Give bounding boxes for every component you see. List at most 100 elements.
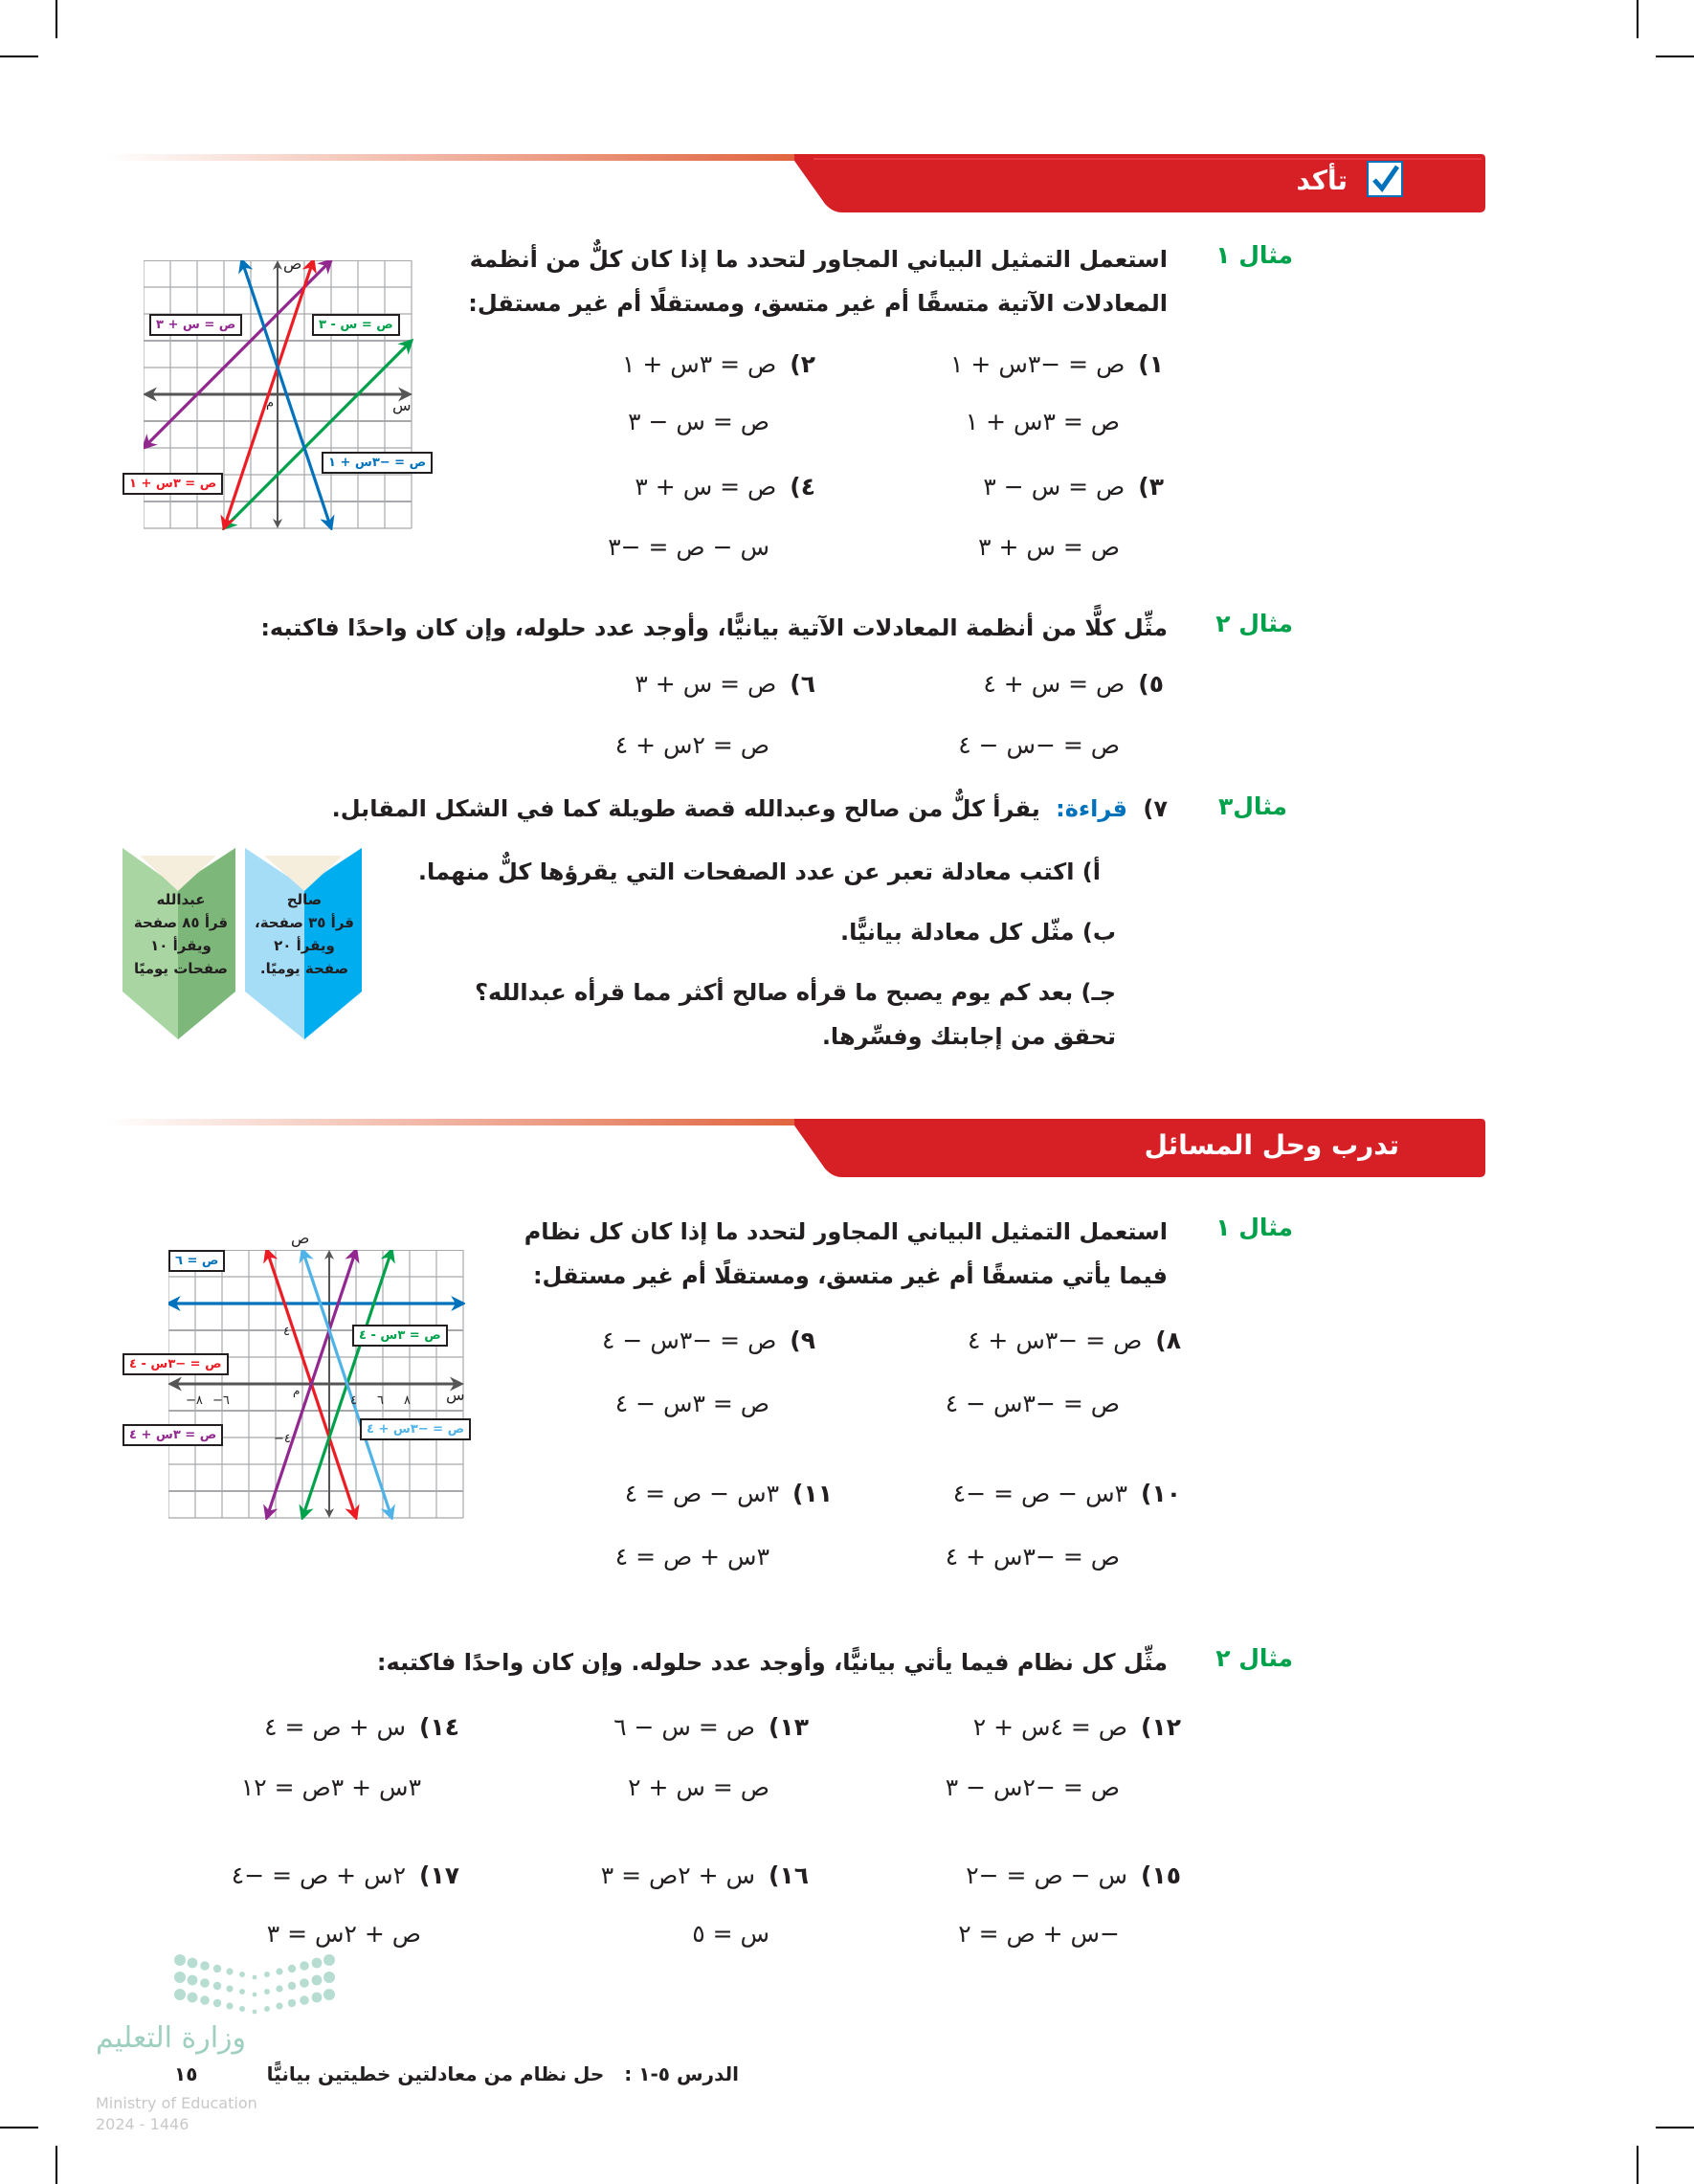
logo-dot <box>276 1968 283 1975</box>
part-b: ب) مثّل كل معادلة بيانيًّا. <box>839 919 1116 946</box>
x-tick: −٦ <box>212 1393 230 1408</box>
section-header-bar <box>105 1119 1485 1177</box>
problem-11-eq1: ١١)٣س − ص = ٤ <box>624 1480 833 1507</box>
page-number: ١٥ <box>174 2062 198 2085</box>
problem-10-eq2: ص = −٣س + ٤ <box>945 1543 1120 1571</box>
question-prompt: استعمل التمثيل البياني المجاور لتحدد ما … <box>468 246 1168 317</box>
part-c: جـ) بعد كم يوم يصبح ما قرأه صالح أكثر مم… <box>475 979 1116 1050</box>
logo-dot <box>300 1961 309 1971</box>
graph-2: ص س م −٨ −٦ ٤ ٦ ٨ ٤ −٤ ص = ٦ ص = ٣س - ٤ … <box>123 1229 472 1520</box>
example-label: مثال٣ <box>1217 792 1287 820</box>
example-label: مثال ٢ <box>1215 1644 1293 1672</box>
section-title-practice: تدرب وحل المسائل <box>1144 1129 1399 1161</box>
problem-13-eq2: ص = س + ٢ <box>628 1773 769 1801</box>
problem-12-eq1: ١٢)ص = ٤س + ٢ <box>972 1713 1181 1741</box>
book-saleh: صالح قرأ ٣٥ صفحة، ويقرأ ٢٠ صفحة يوميًا. <box>255 891 354 977</box>
problem-14-eq2: ٣س + ٣ص = ١٢ <box>240 1773 421 1801</box>
problem-17-eq1: ١٧)٢س + ص = −٤ <box>231 1861 459 1889</box>
logo-dot <box>252 1974 257 1980</box>
logo-dot <box>212 1998 222 2008</box>
crop-mark <box>56 2146 57 2184</box>
origin-label: م <box>266 396 275 411</box>
graph-1: ص س م ص = س + ٣ ص = س - ٣ ص = ٣س + ١ ص =… <box>123 255 434 530</box>
ministry-name-ar: وزارة التعليم <box>96 2021 247 2055</box>
ministry-logo-dots <box>174 1954 335 2015</box>
logo-dot <box>264 1989 270 1995</box>
lesson-title: حل نظام من معادلتين خطيتين بيانيًّا <box>266 2062 605 2085</box>
problem-17-eq2: ص + ٢س = ٣ <box>266 1920 421 1948</box>
line-label-red: ص = ٣س + ١ <box>123 473 224 495</box>
year-label: 2024 - 1446 <box>96 2115 189 2133</box>
problem-9-eq2: ص = ٣س − ٤ <box>614 1390 769 1417</box>
problem-4-eq2: س − ص = −٣ <box>608 533 769 561</box>
logo-dot <box>200 1978 210 1988</box>
logo-dot <box>226 2002 234 2010</box>
x-axis-label: س <box>446 1386 465 1404</box>
logo-dot <box>200 1995 210 2005</box>
logo-dot <box>311 1957 323 1969</box>
logo-dot <box>226 1985 234 1993</box>
logo-dot <box>264 1972 270 1977</box>
problem-14-eq1: ١٤)س + ص = ٤ <box>264 1713 459 1741</box>
question-prompt: استعمل التمثيل البياني المجاور لتحدد ما … <box>524 1218 1168 1289</box>
part-a: أ) اكتب معادلة تعبر عن عدد الصفحات التي … <box>417 858 1101 885</box>
crop-mark <box>1656 56 1694 57</box>
logo-dot <box>226 1968 234 1975</box>
question-prompt: مثِّل كل نظام فيما يأتي بيانيًّا، وأوجد … <box>376 1649 1168 1676</box>
crop-mark <box>0 56 38 57</box>
y-axis-label: ص <box>283 255 302 273</box>
problem-3-eq1: ٣)ص = س − ٣ <box>983 473 1164 501</box>
logo-dot <box>252 2009 257 2015</box>
y-tick: ٤ <box>283 1325 290 1339</box>
crop-mark <box>0 2127 38 2128</box>
problem-8-eq1: ٨)ص = −٣س + ٤ <box>968 1326 1181 1354</box>
logo-dot <box>276 1985 283 1993</box>
lesson-footer: الدرس ٥-١ : حل نظام من معادلتين خطيتين ب… <box>267 2061 739 2086</box>
problem-9-eq1: ٩)ص = −٣س − ٤ <box>602 1326 815 1354</box>
logo-dot <box>300 1978 309 1988</box>
logo-dot <box>174 1972 186 1983</box>
logo-dot <box>300 1995 309 2005</box>
logo-dot <box>287 1998 297 2008</box>
logo-dot <box>252 1992 257 1997</box>
problem-6-eq1: ٦)ص = س + ٣ <box>635 670 815 698</box>
logo-dot <box>287 1964 297 1973</box>
problem-15-eq1: ١٥)س − ص = −٢ <box>966 1861 1181 1889</box>
problem-10-eq1: ١٠)٣س − ص = −٤ <box>952 1480 1181 1507</box>
logo-dot <box>311 1992 323 2003</box>
y-tick: −٤ <box>274 1432 291 1446</box>
problem-12-eq2: ص = −٢س − ٣ <box>945 1773 1120 1801</box>
lesson-number: الدرس ٥-١ : <box>624 2062 739 2085</box>
logo-dot <box>212 1981 222 1991</box>
problem-number: ٧) <box>1143 795 1168 822</box>
logo-dot <box>311 1974 323 1986</box>
logo-dot <box>174 1989 186 2000</box>
origin-label: م <box>293 1384 301 1397</box>
ministry-name-en: Ministry of Education <box>96 2094 257 2112</box>
logo-dot <box>187 1992 198 2003</box>
book-abdullah: عبدالله قرأ ٨٥ صفحة ويقرأ ١٠ صفحات يوميًا <box>133 891 229 977</box>
x-tick: −٨ <box>186 1393 203 1408</box>
problem-1-eq1: ١)ص = −٣س + ١ <box>950 350 1164 378</box>
problem-16-eq1: ١٦)س + ٢ص = ٣ <box>600 1861 809 1889</box>
logo-dot <box>239 1989 245 1995</box>
logo-dot <box>212 1964 222 1973</box>
line-label-green: ص = س - ٣ <box>312 314 400 336</box>
logo-dot <box>239 2006 245 2012</box>
problem-11-eq2: ٣س + ص = ٤ <box>614 1543 769 1571</box>
logo-dot <box>323 1954 335 1966</box>
y-axis-label: ص <box>291 1229 310 1247</box>
topic-label: قراءة: <box>1056 795 1128 822</box>
section-title-check: تأكد <box>1296 165 1348 196</box>
problem-7-prompt: ٧) قراءة: يقرأ كلٌّ من صالح وعبدالله قصة… <box>332 787 1168 831</box>
logo-dot <box>239 1972 245 1977</box>
prompt-text: يقرأ كلٌّ من صالح وعبدالله قصة طويلة كما… <box>331 795 1040 822</box>
problem-13-eq1: ١٣)ص = س − ٦ <box>613 1713 809 1741</box>
line-label-light-blue: ص = −٣س + ٤ <box>360 1418 472 1440</box>
logo-dot <box>200 1961 210 1971</box>
question-prompt: مثِّل كلًّا من أنظمة المعادلات الآتية بي… <box>260 614 1168 641</box>
x-tick: ٤ <box>350 1393 357 1408</box>
logo-dot <box>323 1972 335 1983</box>
line-blue <box>238 260 335 530</box>
problem-8-eq2: ص = −٣س − ٤ <box>945 1390 1120 1417</box>
